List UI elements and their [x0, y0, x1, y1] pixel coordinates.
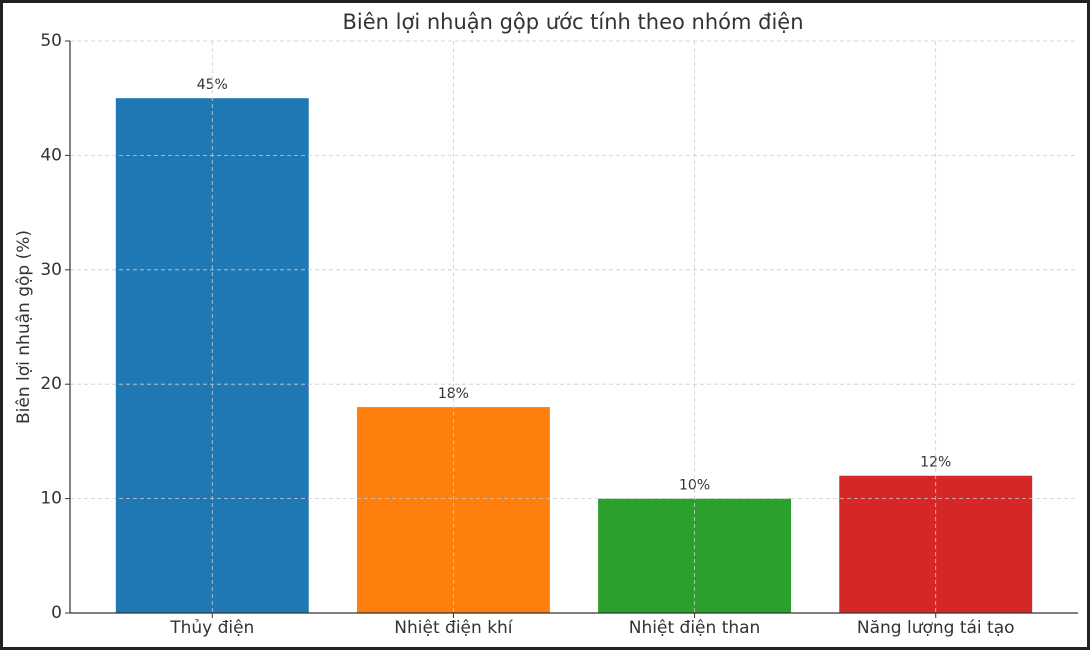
x-tick-label: Nhiệt điện than — [629, 618, 761, 638]
y-tick-label: 20 — [40, 374, 62, 394]
x-tick-label: Nhiệt điện khí — [394, 618, 514, 638]
y-tick-label: 10 — [40, 489, 62, 509]
chart-title: Biên lợi nhuận gộp ước tính theo nhóm đi… — [342, 10, 803, 34]
y-tick-label: 0 — [51, 603, 62, 623]
y-tick-label: 40 — [40, 145, 62, 165]
x-tick-label: Năng lượng tái tạo — [857, 618, 1015, 638]
y-tick-label: 30 — [40, 260, 62, 280]
y-tick-label: 50 — [40, 31, 62, 51]
y-axis-label: Biên lợi nhuận gộp (%) — [14, 230, 34, 424]
x-tick-label: Thủy điện — [169, 618, 254, 638]
